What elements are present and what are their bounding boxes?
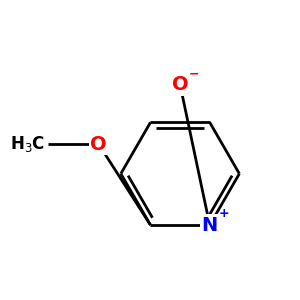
- Text: +: +: [219, 207, 229, 220]
- Text: H$_3$C: H$_3$C: [10, 134, 45, 154]
- Text: N: N: [202, 215, 218, 235]
- Text: O: O: [90, 135, 107, 154]
- Text: O: O: [172, 75, 188, 94]
- Text: −: −: [189, 67, 200, 80]
